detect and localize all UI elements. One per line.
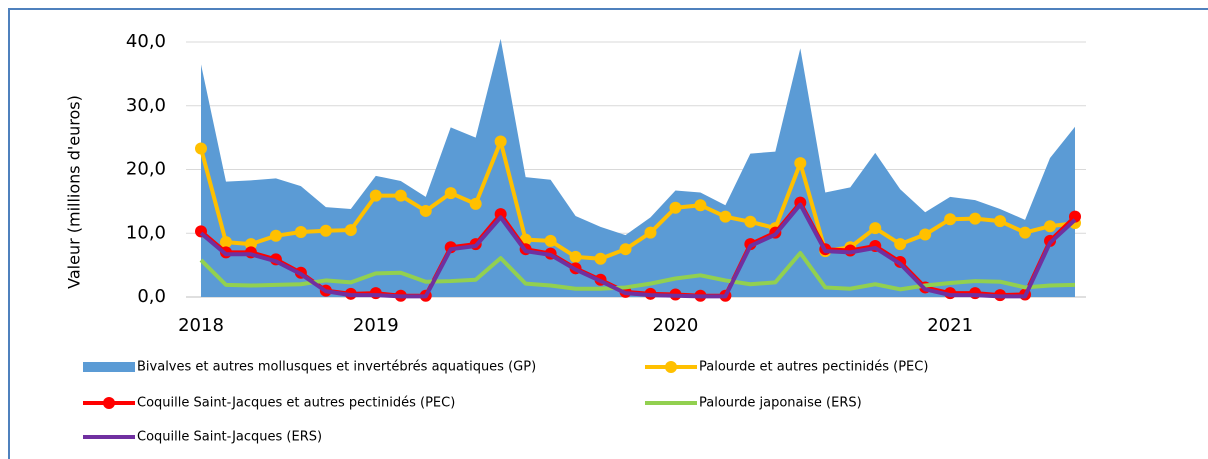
x-tick-label: 2019 — [353, 315, 399, 336]
marker — [494, 208, 507, 221]
marker — [744, 215, 757, 228]
x-tick-label: 2018 — [178, 315, 224, 336]
marker — [469, 197, 482, 210]
marker — [394, 189, 407, 202]
marker — [219, 236, 232, 249]
marker — [294, 225, 307, 238]
marker — [644, 226, 657, 239]
marker — [894, 238, 907, 251]
marker — [719, 210, 732, 223]
marker — [594, 252, 607, 265]
marker — [1069, 210, 1081, 223]
marker — [319, 224, 332, 237]
x-tick-label: 2021 — [927, 315, 973, 336]
y-tick-label: 30,0 — [126, 95, 166, 116]
marker — [494, 135, 507, 148]
marker — [369, 189, 382, 202]
marker — [195, 142, 207, 155]
y-tick-label: 40,0 — [126, 31, 166, 52]
marker — [544, 234, 557, 247]
marker — [244, 238, 257, 251]
marker — [419, 204, 432, 217]
marker — [1044, 220, 1057, 233]
marker — [969, 212, 982, 225]
marker — [869, 222, 882, 235]
marker — [1019, 226, 1032, 239]
marker — [794, 157, 807, 170]
legend-label: Coquille Saint-Jacques (ERS) — [137, 430, 322, 445]
line — [199, 202, 1077, 299]
legend-label: Coquille Saint-Jacques et autres pectini… — [137, 396, 455, 411]
x-tick-label: 2020 — [653, 315, 699, 336]
marker — [994, 215, 1007, 228]
line — [199, 251, 1076, 292]
marker — [269, 229, 282, 242]
legend-label: Palourde et autres pectinidés (PEC) — [699, 360, 928, 375]
area — [201, 38, 1075, 297]
marker — [669, 201, 682, 214]
legend-marker — [665, 361, 677, 373]
marker — [919, 228, 932, 241]
marker — [694, 199, 707, 212]
marker — [569, 250, 582, 263]
legend-swatch — [83, 362, 135, 372]
marker — [619, 243, 632, 256]
marker — [444, 187, 457, 200]
y-tick-label: 10,0 — [126, 222, 166, 243]
marker — [944, 213, 957, 226]
legend-marker — [103, 397, 115, 409]
marker — [344, 224, 357, 237]
y-tick-label: 0,0 — [137, 286, 166, 307]
y-axis-title: Valeur (millions d'euros) — [65, 95, 84, 289]
y-tick-label: 20,0 — [126, 159, 166, 180]
legend-label: Bivalves et autres mollusques et inverté… — [137, 360, 536, 375]
legend-label: Palourde japonaise (ERS) — [699, 396, 862, 411]
